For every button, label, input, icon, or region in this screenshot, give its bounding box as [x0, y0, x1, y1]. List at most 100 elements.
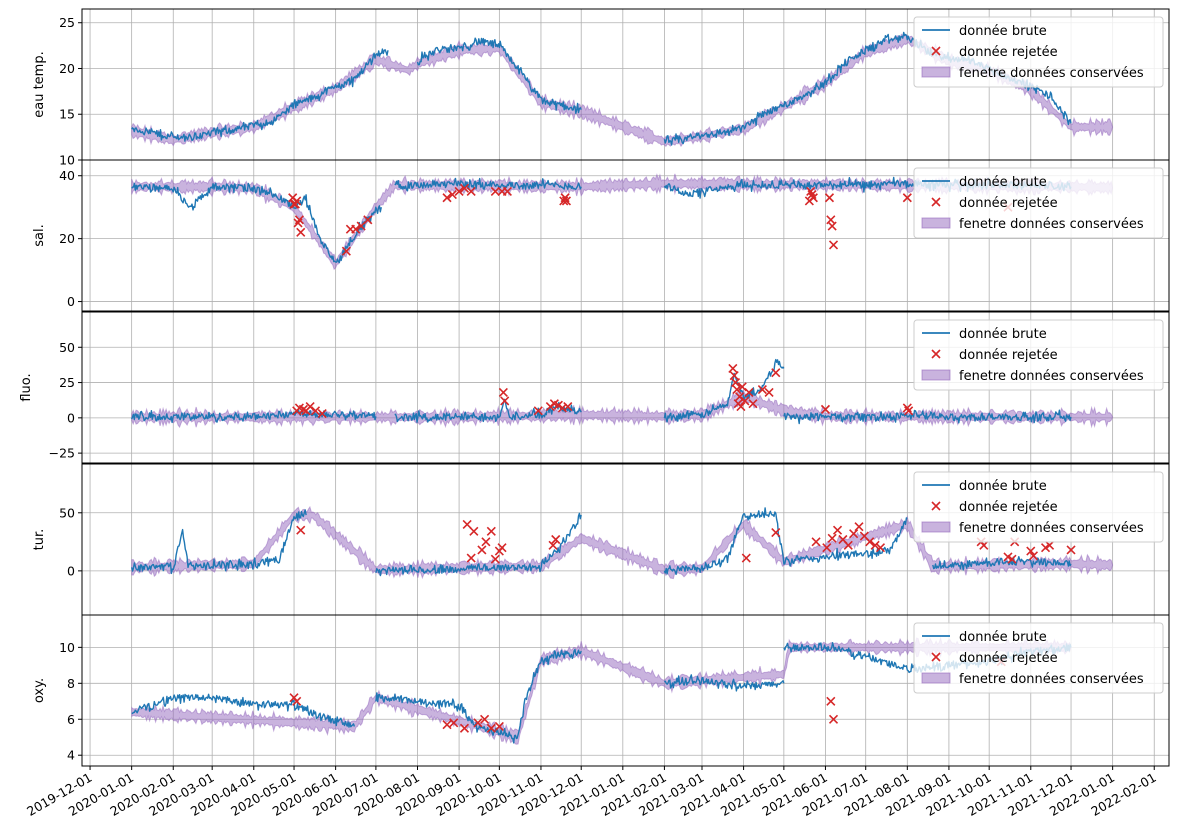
legend-label: donnée rejetée — [959, 500, 1058, 515]
raw-series — [375, 512, 582, 577]
y-tick-label: 25 — [59, 15, 75, 30]
y-tick-label: 50 — [59, 340, 75, 355]
rejected-point — [827, 533, 837, 543]
rejected-point — [828, 240, 839, 250]
legend: donnée brute donnée rejetée fenetre donnée… — [913, 167, 1164, 239]
legend-label: donnée brute — [959, 327, 1047, 342]
axes-frame — [81, 159, 1170, 312]
x-axis: 2019-12-012020-01-012020-02-012020-03-01… — [24, 766, 1159, 819]
rejected-point — [904, 406, 914, 416]
legend-label: donnée brute — [959, 630, 1047, 645]
axes-frame — [81, 311, 1170, 464]
y-tick-label: 8 — [67, 676, 75, 691]
rejected-point — [551, 534, 561, 545]
rejected-point — [447, 190, 457, 200]
legend-label: donnée brute — [959, 479, 1047, 494]
legend-rejected-swatch — [931, 349, 941, 359]
rejected-point — [741, 553, 751, 563]
legend-window-swatch — [921, 66, 951, 78]
y-tick-label: 20 — [59, 231, 75, 246]
axes-frame — [81, 614, 1170, 767]
rejected-point — [486, 723, 496, 733]
raw-series — [131, 409, 377, 424]
rejected-point — [811, 537, 821, 547]
window-band — [131, 505, 1114, 580]
legend: donnée brute donnée rejetée fenetre donnée… — [913, 471, 1164, 543]
raw-series — [664, 674, 785, 692]
y-tick-label: 10 — [59, 153, 75, 168]
legend-window-swatch — [921, 217, 951, 229]
rejected-point — [1028, 551, 1039, 561]
legend-label: donnée rejetée — [959, 45, 1058, 60]
rejected-point — [497, 543, 507, 553]
rejected-point — [442, 193, 452, 203]
rejected-point — [822, 543, 832, 553]
rejected-point — [865, 537, 875, 547]
rejected-point — [979, 540, 989, 550]
panels: 10 15 20 25 eau temp. donnée brute donnée reje… — [19, 8, 1170, 767]
rejected-point — [481, 537, 491, 547]
rejected-point — [875, 543, 886, 553]
legend-frame — [913, 16, 1164, 88]
legend-label: donnée rejetée — [959, 348, 1058, 363]
y-tick-label: 40 — [59, 168, 75, 183]
legend-frame — [913, 319, 1164, 391]
rejected-point — [553, 400, 563, 410]
rejected-point — [729, 370, 739, 381]
rejected-point — [870, 540, 880, 550]
rejected-point — [736, 401, 746, 412]
rejected-point — [826, 696, 836, 706]
rejected-point — [310, 406, 321, 416]
rejected-point — [477, 545, 487, 555]
rejected-point — [744, 387, 754, 398]
y-tick-label: 10 — [59, 640, 75, 655]
raw-series — [783, 409, 1072, 425]
legend-label: donnée rejetée — [959, 651, 1058, 666]
rejected-point — [466, 553, 476, 563]
rejected-point — [442, 720, 452, 730]
legend-window-swatch — [921, 521, 951, 533]
rejected-point — [296, 525, 306, 535]
rejected-point — [351, 224, 361, 234]
rejected-point — [808, 193, 818, 203]
window-band — [131, 388, 1114, 429]
rejected-point — [473, 718, 483, 728]
rejected-point — [296, 227, 306, 237]
raw-series — [663, 507, 908, 575]
rejected-point — [466, 186, 476, 197]
y-tick-label: 6 — [67, 712, 75, 727]
y-tick-label: 4 — [67, 748, 75, 763]
y-axis-label: sal. — [32, 224, 47, 246]
rejected-point — [469, 526, 479, 536]
rejected-point — [563, 401, 573, 412]
y-axis-label: fluo. — [19, 373, 34, 401]
rejected-point — [557, 403, 567, 413]
legend-label: fenetre données conservées — [959, 66, 1144, 81]
raw-series — [131, 182, 382, 264]
y-tick-label: 0 — [67, 410, 75, 425]
rejected-point — [500, 396, 510, 406]
raw-series — [131, 509, 307, 575]
raw-series — [131, 693, 356, 728]
rejected-point — [1066, 545, 1076, 555]
rejected-point — [854, 522, 864, 532]
rejected-point — [341, 246, 351, 256]
legend-label: fenetre données conservées — [959, 672, 1144, 687]
y-tick-label: 20 — [59, 61, 75, 76]
rejected-point — [827, 221, 837, 231]
rejected-point — [843, 540, 853, 550]
rejected-point — [486, 526, 496, 536]
rejected-point — [502, 186, 512, 197]
legend-rejected-swatch — [931, 197, 941, 207]
rejected-point — [317, 409, 327, 419]
rejected-point — [1007, 554, 1017, 564]
raw-series — [394, 177, 582, 192]
raw-series — [375, 648, 582, 744]
rejected-point — [533, 406, 543, 416]
rejected-point — [494, 721, 504, 732]
raw-series — [394, 398, 582, 423]
legend-rejected-swatch — [931, 501, 941, 511]
rejected-point — [732, 385, 742, 395]
legend-label: donnée brute — [959, 24, 1047, 39]
rejected-point — [771, 527, 781, 538]
